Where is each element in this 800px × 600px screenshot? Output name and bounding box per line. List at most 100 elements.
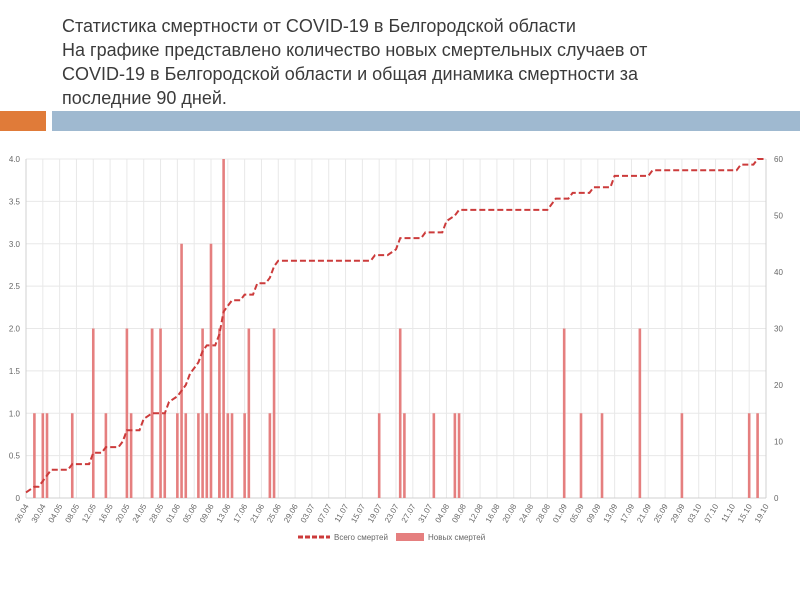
bar-new-deaths [377, 413, 381, 498]
bar-new-deaths [104, 413, 108, 498]
bar-new-deaths [398, 328, 402, 498]
x-tick-label: 15.10 [736, 502, 754, 524]
legend-label-total: Всего смертей [334, 533, 388, 542]
bar-new-deaths [197, 413, 200, 498]
y-left-tick-label: 3.0 [9, 240, 21, 249]
bar-new-deaths [562, 328, 566, 498]
x-tick-label: 24.05 [131, 502, 149, 524]
x-tick-label: 30.04 [30, 502, 48, 524]
bar-new-deaths [129, 413, 133, 498]
x-tick-label: 25.09 [652, 502, 670, 524]
x-tick-label: 12.08 [467, 502, 485, 524]
bar-new-deaths [453, 413, 457, 498]
bar-new-deaths [457, 413, 461, 498]
x-tick-label: 04.08 [433, 502, 451, 524]
x-tick-label: 04.05 [47, 502, 65, 524]
bar-new-deaths [180, 243, 183, 498]
x-tick-label: 17.06 [232, 502, 250, 524]
x-tick-label: 13.06 [215, 502, 233, 524]
bar-new-deaths [218, 413, 221, 498]
bar-new-deaths [226, 413, 230, 498]
bar-new-deaths [205, 413, 209, 498]
x-tick-label: 09.09 [585, 502, 603, 524]
y-right-tick-label: 20 [774, 381, 783, 390]
x-tick-label: 01.09 [551, 502, 569, 524]
bar-new-deaths [756, 413, 759, 498]
bar-new-deaths [268, 413, 272, 498]
y-left-tick-label: 2.0 [9, 325, 21, 334]
title-line-4: последние 90 дней. [62, 88, 227, 108]
x-tick-label: 03.10 [686, 502, 704, 524]
x-tick-label: 19.07 [366, 502, 384, 524]
line-total-deaths [25, 158, 766, 494]
x-tick-label: 16.05 [97, 502, 115, 524]
y-left-tick-label: 3.5 [9, 197, 21, 206]
x-tick-label: 08.08 [450, 502, 468, 524]
bar-new-deaths [91, 328, 95, 498]
x-tick-label: 28.08 [534, 502, 552, 524]
bar-new-deaths [201, 328, 204, 498]
bar-new-deaths [680, 413, 684, 498]
y-left-tick-label: 0 [16, 494, 21, 503]
x-tick-label: 29.06 [282, 502, 300, 524]
bar-new-deaths [209, 243, 213, 498]
x-tick-label: 20.05 [114, 502, 132, 524]
x-tick-label: 20.08 [501, 502, 519, 524]
x-tick-label: 09.06 [198, 502, 216, 524]
x-tick-label: 21.09 [635, 502, 653, 524]
decor-blue-bar [52, 111, 800, 131]
x-tick-label: 21.06 [248, 502, 266, 524]
x-tick-label: 01.06 [164, 502, 182, 524]
bar-new-deaths [125, 328, 129, 498]
bar-new-deaths [230, 413, 234, 498]
bar-new-deaths [70, 413, 74, 498]
x-tick-label: 25.06 [265, 502, 283, 524]
x-tick-label: 12.05 [80, 502, 98, 524]
y-right-tick-label: 10 [774, 438, 783, 447]
x-tick-label: 07.10 [702, 502, 720, 524]
x-tick-label: 23.07 [383, 502, 401, 524]
covid-deaths-chart: 0 0.5 1.0 1.5 2.0 2.5 3.0 3.5 4.0 0 10 20 30 40 50 60 26… [9, 155, 784, 542]
x-tick-label: 19.10 [753, 502, 771, 524]
x-tick-label: 05.09 [568, 502, 586, 524]
title-line-1: Статистика смертности от COVID-19 в Белг… [62, 16, 576, 36]
title-line-2: На графике представлено количество новых… [62, 40, 648, 60]
y-left-tick-label: 2.5 [9, 282, 21, 291]
y-left-tick-label: 4.0 [9, 155, 21, 164]
x-tick-label: 11.07 [333, 502, 351, 524]
bar-new-deaths [45, 413, 49, 498]
y-right-tick-label: 40 [774, 268, 783, 277]
x-tick-label: 03.07 [299, 502, 317, 524]
x-tick-label: 13.09 [602, 502, 620, 524]
x-tick-label: 26.04 [13, 502, 31, 524]
bar-new-deaths [176, 413, 179, 498]
bar-new-deaths [184, 413, 188, 498]
y-right-tick-label: 0 [774, 494, 779, 503]
x-tick-label: 15.07 [349, 502, 367, 524]
y-right-tick-label: 50 [774, 212, 783, 221]
slide-title: Статистика смертности от COVID-19 в Белг… [62, 14, 782, 110]
bar-new-deaths [33, 413, 36, 498]
x-tick-label: 24.08 [517, 502, 535, 524]
bar-new-deaths [222, 159, 225, 498]
x-tick-label: 29.09 [669, 502, 687, 524]
x-tick-label: 05.06 [181, 502, 199, 524]
bar-new-deaths [41, 413, 45, 498]
y-left-tick-label: 1.0 [9, 409, 21, 418]
x-tick-label: 31.07 [417, 502, 435, 524]
bar-new-deaths [159, 328, 162, 498]
y-left-tick-label: 1.5 [9, 367, 21, 376]
bar-new-deaths [432, 413, 436, 498]
y-left-tick-label: 0.5 [9, 452, 21, 461]
bar-new-deaths [272, 328, 276, 498]
legend-label-new: Новых смертей [428, 533, 485, 542]
x-tick-label: 27.07 [400, 502, 418, 524]
bar-new-deaths [579, 413, 583, 498]
bar-new-deaths [638, 328, 642, 498]
decor-orange-bar [0, 111, 46, 131]
title-line-3: COVID-19 в Белгородской области и общая … [62, 64, 639, 84]
bar-new-deaths [247, 328, 251, 498]
legend-bar-swatch [396, 533, 424, 541]
bar-new-deaths [747, 413, 751, 498]
bar-new-deaths [150, 328, 154, 498]
